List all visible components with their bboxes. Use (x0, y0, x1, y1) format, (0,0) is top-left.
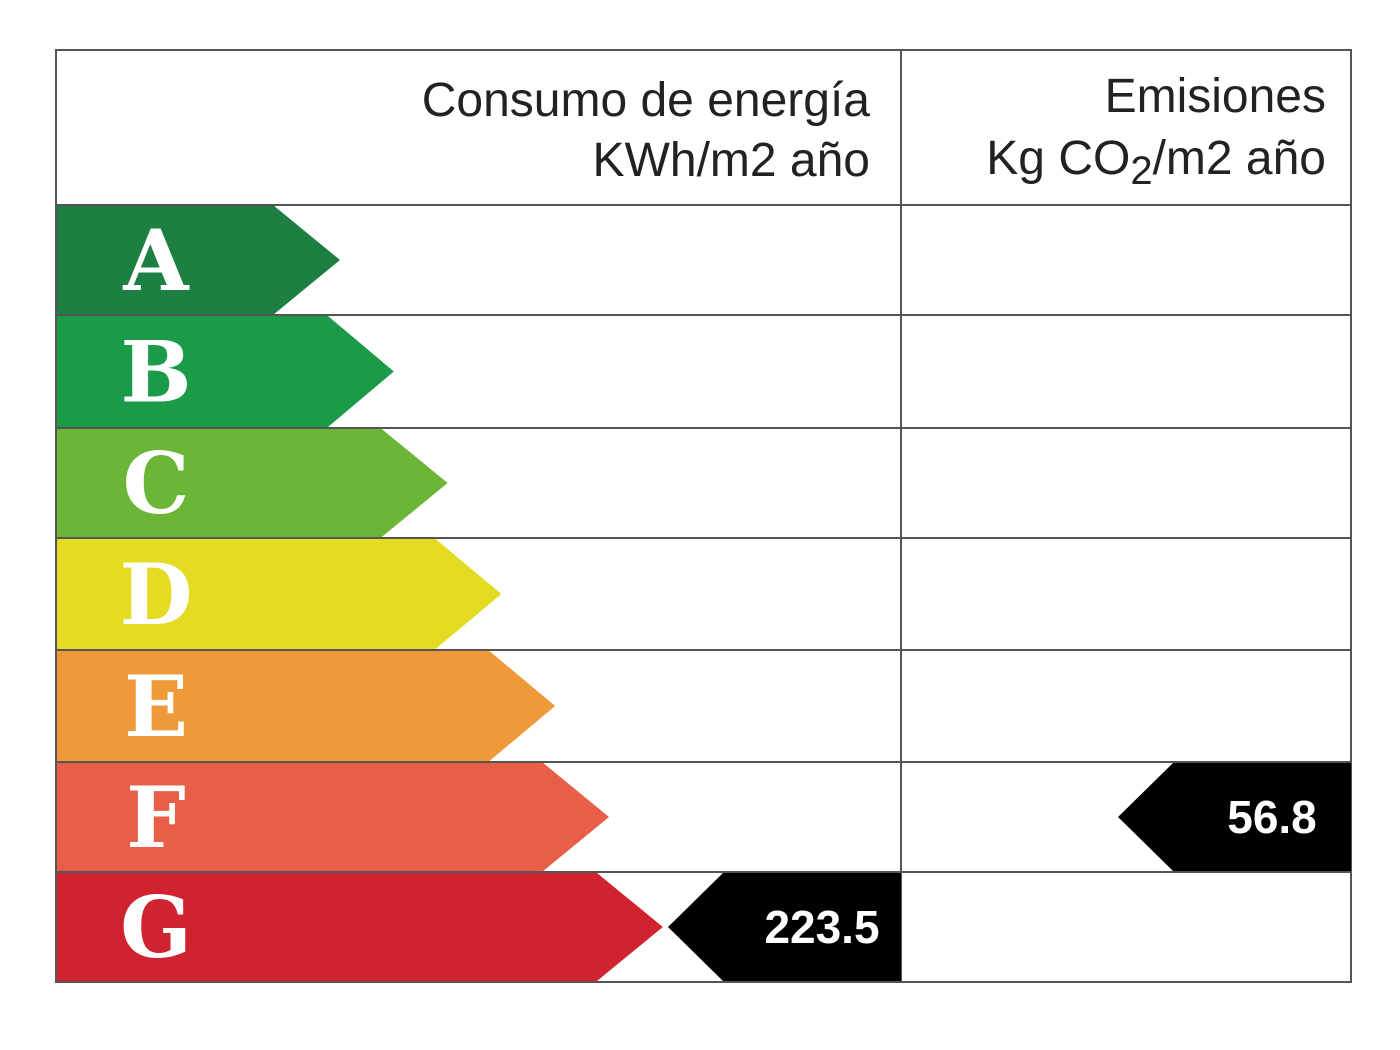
rating-band-d (56, 538, 502, 650)
emissions-unit: Kg CO2/m2 año (986, 132, 1326, 193)
rating-letter-d: D (120, 545, 193, 644)
rating-band-g (56, 872, 663, 982)
rating-letter-c: C (123, 434, 190, 533)
consumption-value: 223.5 (764, 901, 879, 953)
rating-letter-f: F (126, 768, 186, 867)
rating-band-c (56, 428, 448, 538)
rating-letter-e: E (124, 657, 188, 756)
consumption-unit: KWh/m2 año (593, 134, 870, 187)
emissions-title: Emisiones (1105, 70, 1326, 123)
emissions-indicator-arrow (1118, 763, 1351, 871)
rating-band-e (56, 650, 556, 762)
emissions-value: 56.8 (1227, 791, 1317, 843)
rating-band-b (56, 315, 394, 428)
rating-letter-a: A (122, 211, 190, 310)
rating-letter-b: B (121, 323, 192, 422)
rating-band-a (56, 205, 340, 315)
emissions-unit-sub: 2 (1130, 149, 1152, 193)
rating-letter-g: G (120, 878, 192, 977)
rating-band-f (56, 762, 609, 872)
label-border (55, 49, 1352, 983)
emissions-unit-suffix: /m2 año (1153, 132, 1326, 185)
consumption-indicator-arrow (668, 873, 901, 981)
emissions-unit-prefix: Kg CO (986, 132, 1130, 185)
consumption-title: Consumo de energía (422, 74, 871, 127)
